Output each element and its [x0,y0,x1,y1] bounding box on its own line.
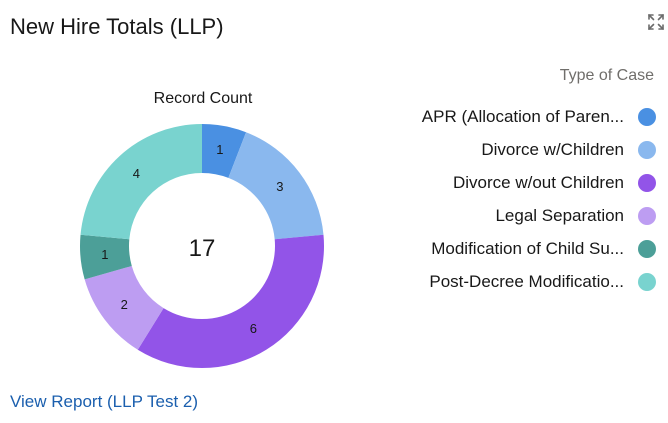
donut-slice[interactable] [80,234,132,280]
donut-slice[interactable] [80,124,202,240]
card-title: New Hire Totals (LLP) [10,14,224,39]
legend-swatch [638,272,656,291]
donut-chart: Record Count 1 3 6 2 1 4 17 [80,90,324,368]
slice-value-label: 2 [121,297,128,312]
legend-label: Post-Decree Modificatio... [429,271,624,291]
donut-slice[interactable] [84,265,164,350]
chart-title: Record Count [154,90,253,107]
slice-labels-group: 1 3 6 2 1 4 [101,142,283,336]
view-report-link[interactable]: View Report (LLP Test 2) [10,392,199,411]
slice-value-label: 3 [276,179,283,194]
legend-item[interactable]: Modification of Child Su... [422,232,656,265]
legend-swatch [638,239,656,258]
slice-value-label: 1 [216,142,223,157]
legend-label: Divorce w/out Children [452,172,624,192]
slice-value-label: 4 [133,166,140,181]
legend-item[interactable]: Divorce w/Children [422,133,656,166]
legend-item[interactable]: APR (Allocation of Paren... [422,100,656,133]
legend-label: Legal Separation [495,205,624,225]
legend-item[interactable]: Legal Separation [422,199,656,232]
legend-swatch [638,107,656,126]
slices-group [80,124,324,368]
legend-title: Type of Case [559,67,654,84]
donut-slice[interactable] [202,124,247,178]
legend-label: Modification of Child Su... [431,238,624,258]
slice-value-label: 1 [101,247,108,262]
legend-swatch [638,140,656,159]
expand-arrows-icon[interactable] [646,12,666,32]
legend-label: Divorce w/Children [481,139,624,159]
donut-slice[interactable] [228,132,324,240]
legend-label: APR (Allocation of Paren... [421,106,624,126]
legend-item[interactable]: Divorce w/out Children [422,166,656,199]
legend: APR (Allocation of Paren... Divorce w/Chi… [422,100,656,298]
center-total: 17 [189,235,216,262]
legend-item[interactable]: Post-Decree Modificatio... [422,265,656,298]
legend-swatch [638,206,656,225]
slice-value-label: 6 [250,321,257,336]
donut-slice[interactable] [137,234,324,368]
legend-swatch [638,173,656,192]
